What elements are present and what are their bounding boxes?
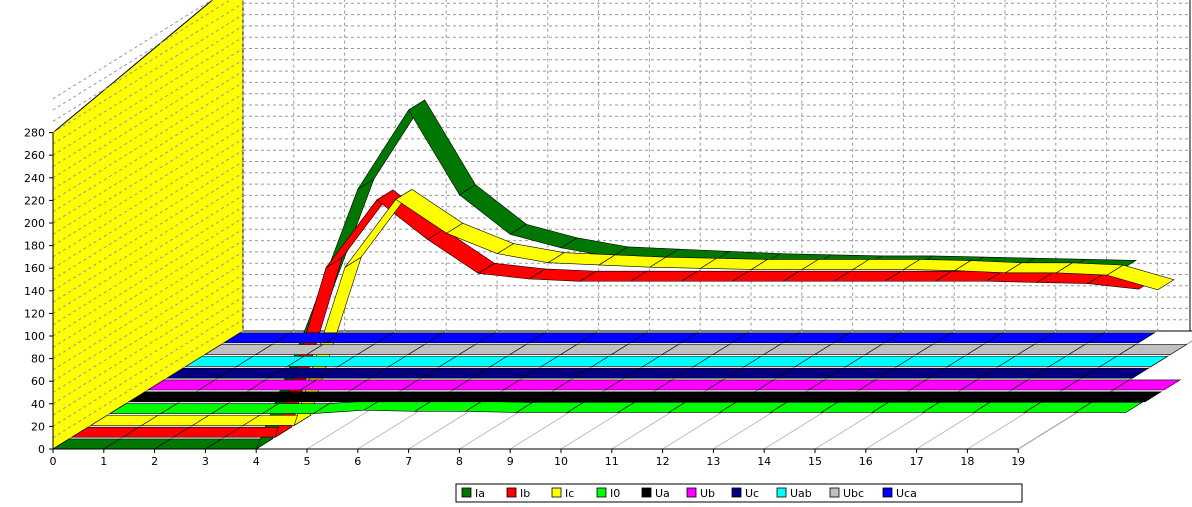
grid-line-wall [52,115,244,235]
x-tick-label: 2 [151,455,158,468]
grid-line-wall [52,217,244,337]
y-tick-label: 100 [24,330,45,343]
grid-line-wall [52,0,232,111]
grid-line-wall [52,138,244,258]
y-tick-label: 120 [24,307,45,320]
x-tick-label: 6 [354,455,361,468]
y-tick-label: 80 [31,353,45,366]
grid-line-wall [52,172,244,292]
grid-line-wall [52,206,244,326]
legend-label-ic: Ic [565,487,574,500]
grid-line-wall [52,104,244,224]
x-tick-label: 12 [656,455,670,468]
series-segment-uc [1080,367,1150,379]
legend-label-uca: Uca [896,487,917,500]
legend-label-uab: Uab [790,487,812,500]
y-tick-label: 40 [31,398,45,411]
legend-swatch-ib [506,487,517,498]
grid-line-wall [52,274,244,393]
grid-line-wall [52,319,244,439]
legend-label-i0: I0 [610,487,620,500]
legend-label-ub: Ub [700,487,715,500]
x-tick-label: 8 [456,455,463,468]
series-segment-ub [1112,379,1182,391]
series-segment-uab [1099,356,1169,367]
series-segment-ua [1093,391,1163,403]
grid-line-wall [52,93,244,213]
grid-line-wall [52,161,244,280]
grid-line-wall [52,194,244,314]
grid-line-wall [52,183,244,303]
y-tick-label: 180 [24,240,45,253]
legend-swatch-uc [731,487,742,498]
y-tick-label: 160 [24,262,45,275]
y-tick-label: 0 [38,443,45,456]
grid-line-wall [52,48,244,167]
x-tick-label: 0 [50,455,57,468]
series-segment-ubc [1118,344,1188,355]
y-tick-label: 200 [24,217,45,230]
grid-line-wall [52,228,244,348]
series-segment-i0 [1074,402,1144,413]
legend-swatch-uab [776,487,787,498]
x-tick-label: 1 [100,455,107,468]
grid-line-wall [52,296,244,416]
grid-line-wall [52,240,244,360]
grid-line-wall [52,25,244,145]
legend-label-ubc: Ubc [843,487,864,500]
grid-line-wall [52,262,244,382]
x-tick-label: 7 [405,455,412,468]
legend-swatch-ua [641,487,652,498]
legend-swatch-ia [461,487,472,498]
x-tick-label: 17 [910,455,924,468]
legend-swatch-ubc [829,487,840,498]
legend-label-uc: Uc [745,487,759,500]
grid-line-wall [52,307,244,427]
grid-line-wall [52,14,244,134]
x-tick-label: 3 [202,455,209,468]
series-segment-uca [1086,332,1156,344]
y-tick-label: 280 [24,127,45,140]
grid-line-wall [52,149,244,269]
grid-line-wall [52,0,213,100]
x-tick-label: 5 [304,455,311,468]
x-tick-label: 16 [859,455,873,468]
y-tick-label: 260 [24,149,45,162]
y-tick-label: 20 [31,420,45,433]
x-tick-label: 11 [605,455,619,468]
x-tick-label: 15 [808,455,822,468]
y-tick-label: 220 [24,194,45,207]
y-tick-label: 240 [24,172,45,185]
legend-label-ib: Ib [520,487,530,500]
series-segment-ic [1106,264,1175,291]
grid-line-wall [52,251,244,371]
y-tick-label: 60 [31,375,45,388]
x-tick-label: 10 [554,455,568,468]
x-tick-label: 9 [507,455,514,468]
x-tick-label: 4 [253,455,260,468]
grid-line-wall [52,127,244,247]
x-tick-label: 18 [960,455,974,468]
grid-line-wall [52,59,244,179]
x-tick-label: 14 [757,455,771,468]
legend-label-ua: Ua [655,487,670,500]
x-tick-label: 19 [1011,455,1025,468]
grid-line-wall [52,81,244,201]
grid-line-wall [52,70,244,190]
grid-line-wall [52,2,244,122]
legend-swatch-ub [686,487,697,498]
legend-label-ia: Ia [475,487,485,500]
y-tick-label: 140 [24,285,45,298]
x-tick-label: 13 [706,455,720,468]
grid-line-wall [52,36,244,156]
legend-swatch-uca [882,487,893,498]
legend-swatch-ic [551,487,562,498]
legend-swatch-i0 [596,487,607,498]
grid-line-wall [52,285,244,405]
